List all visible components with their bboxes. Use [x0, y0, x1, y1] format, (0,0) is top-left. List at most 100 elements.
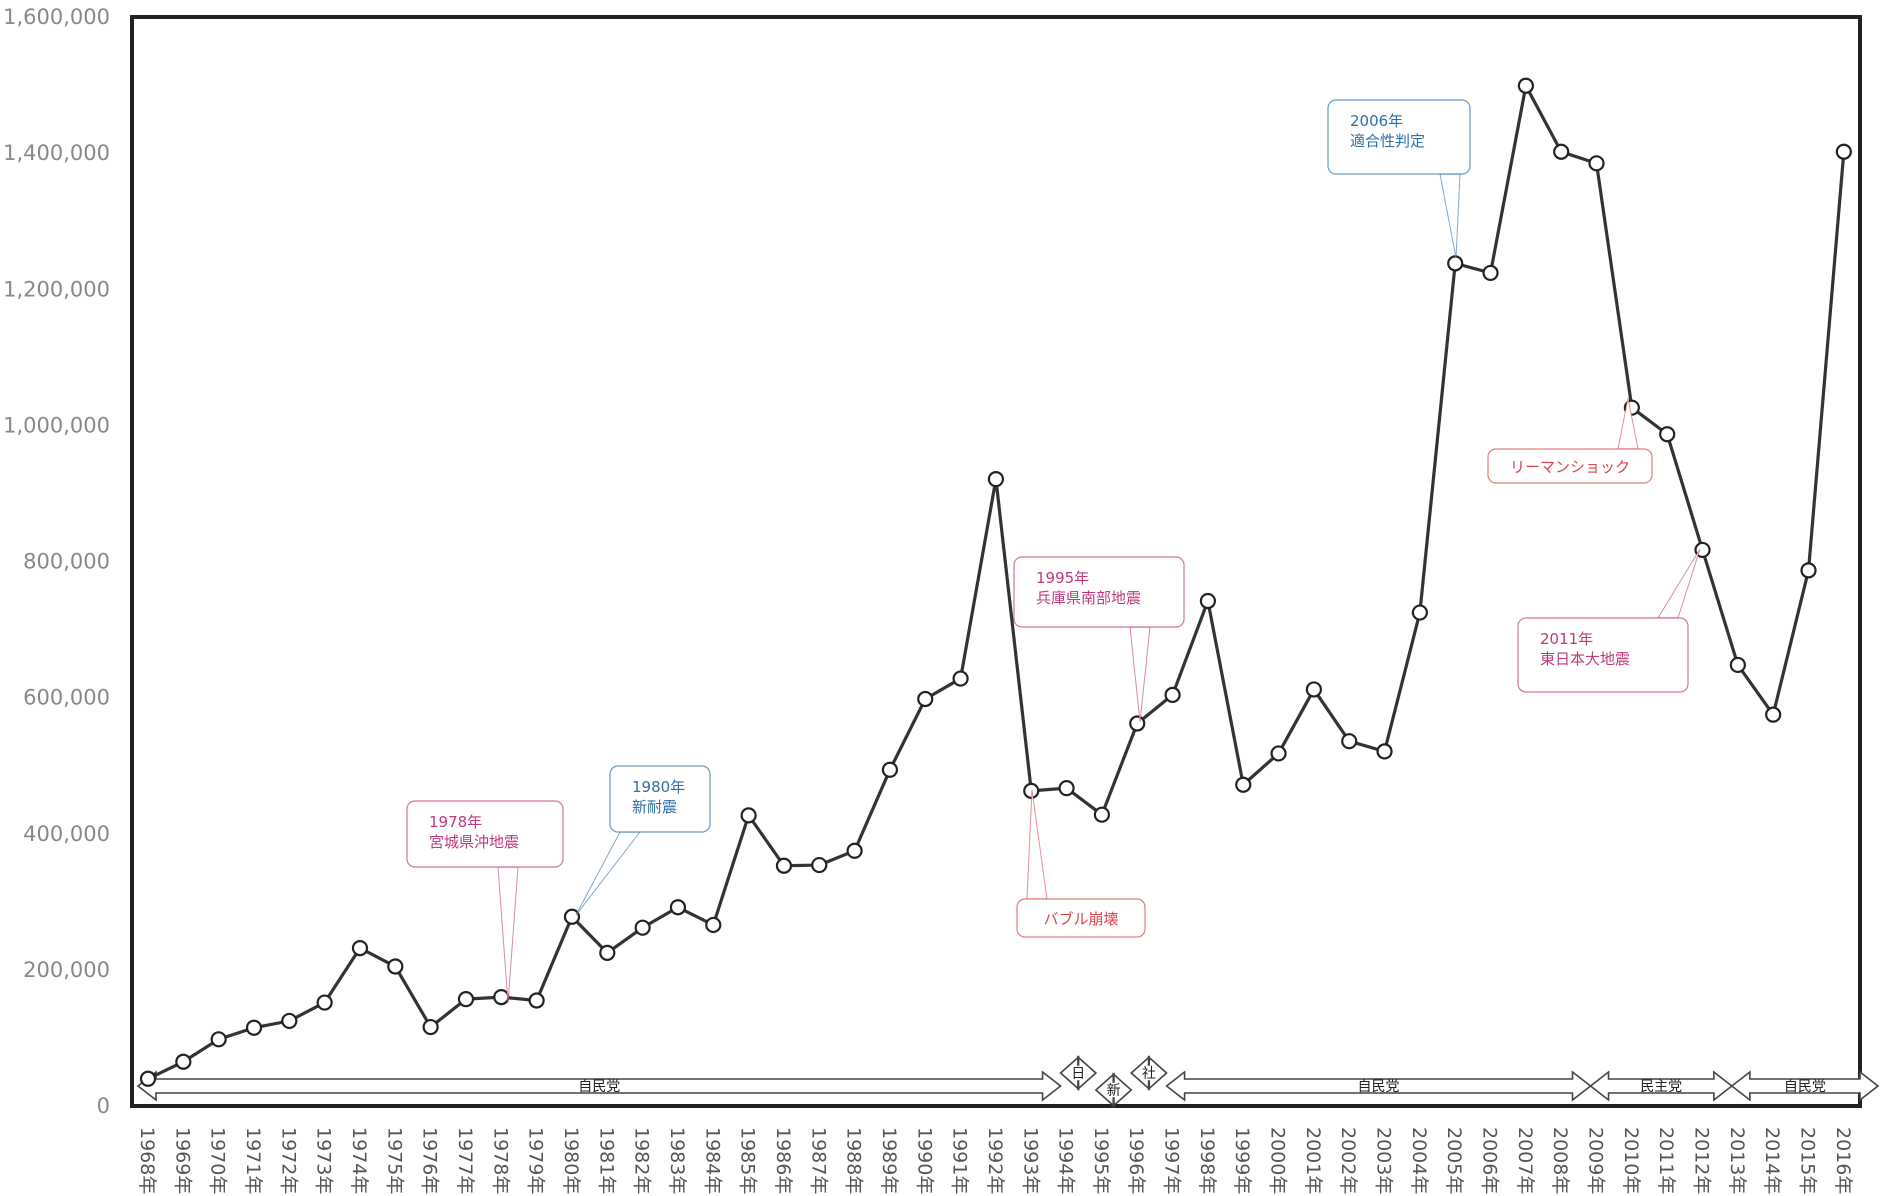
- callout-box: [1327, 99, 1471, 175]
- party-label: 新: [1107, 1083, 1121, 1099]
- data-point: [1835, 143, 1852, 160]
- data-point: [1411, 604, 1428, 621]
- data-point: [1129, 715, 1146, 732]
- data-point: [457, 991, 475, 1008]
- x-tick-label: 1971年: [242, 1127, 264, 1194]
- data-point: [1093, 806, 1111, 823]
- x-tick-label: 2009年: [1585, 1127, 1607, 1194]
- y-tick-label: 1,400,000: [3, 141, 110, 165]
- x-tick-label: 1979年: [525, 1127, 547, 1194]
- data-point: [1765, 706, 1782, 723]
- data-point: [1659, 426, 1676, 443]
- x-tick-label: 1999年: [1231, 1127, 1253, 1194]
- data-point: [634, 919, 651, 936]
- data-point: [316, 994, 333, 1011]
- x-tick-label: 1996年: [1125, 1127, 1147, 1194]
- party-label: 自民党: [1358, 1079, 1400, 1095]
- x-tick-label: 2008年: [1549, 1127, 1571, 1194]
- x-tick-label: 1984年: [701, 1127, 723, 1194]
- x-tick-label: 2000年: [1267, 1127, 1289, 1194]
- callout-box: [406, 800, 564, 868]
- annotation-text: 2006年: [1350, 112, 1403, 130]
- x-tick-label: 1968年: [136, 1127, 158, 1194]
- data-point: [881, 761, 899, 778]
- callout-pointer: [497, 866, 519, 1004]
- x-tick-label: 2016年: [1832, 1127, 1854, 1194]
- party-label: 自民党: [1784, 1079, 1826, 1095]
- x-tick-label: 1997年: [1161, 1127, 1183, 1194]
- data-point: [987, 471, 1005, 488]
- plot-frame: [130, 15, 1862, 1108]
- x-tick-label: 2015年: [1797, 1127, 1819, 1194]
- data-point: [952, 670, 969, 687]
- x-tick-label: 1988年: [843, 1127, 865, 1194]
- data-point: [1270, 745, 1287, 762]
- annotation-text: 2011年: [1540, 630, 1593, 648]
- callout-box: [1487, 448, 1653, 484]
- callout-pointer: [1657, 548, 1701, 619]
- data-point: [1482, 264, 1499, 282]
- annotation-text: リーマンショック: [1510, 458, 1630, 476]
- party-label: 自民党: [578, 1079, 620, 1095]
- x-tick-label: 1969年: [171, 1127, 193, 1194]
- x-tick-label: 1975年: [383, 1127, 405, 1194]
- x-tick-label: 1986年: [772, 1127, 794, 1194]
- party-arrow: [1730, 1070, 1880, 1102]
- data-point: [387, 958, 404, 975]
- annotation-text: 新耐震: [632, 798, 677, 816]
- data-point: [175, 1053, 192, 1070]
- party-arrow: [1094, 1072, 1133, 1108]
- x-tick-label: 1991年: [949, 1127, 971, 1194]
- data-point: [1199, 592, 1217, 610]
- y-tick-label: 600,000: [23, 686, 110, 710]
- x-tick-label: 1976年: [419, 1127, 441, 1194]
- data-point: [1588, 155, 1605, 172]
- data-point: [1058, 780, 1075, 797]
- x-tick-label: 1995年: [1090, 1127, 1112, 1194]
- data-point: [740, 807, 757, 824]
- y-tick-label: 800,000: [23, 550, 110, 574]
- x-tick-label: 1970年: [207, 1127, 229, 1194]
- x-tick-label: 1974年: [348, 1127, 370, 1194]
- party-arrow: [1130, 1055, 1168, 1091]
- party-label: 民主党: [1640, 1079, 1682, 1095]
- data-point: [1235, 776, 1252, 793]
- y-tick-label: 200,000: [23, 958, 110, 982]
- data-point: [1553, 143, 1570, 160]
- x-tick-label: 1977年: [454, 1127, 476, 1194]
- data-point: [1341, 733, 1358, 750]
- data-point: [1800, 562, 1817, 579]
- x-tick-label: 2013年: [1726, 1127, 1748, 1194]
- x-tick-label: 1993年: [1019, 1127, 1041, 1194]
- x-tick-label: 2004年: [1408, 1127, 1430, 1194]
- x-tick-label: 2007年: [1514, 1127, 1536, 1194]
- x-tick-label: 1998年: [1196, 1127, 1218, 1194]
- annotation-text: 1995年: [1036, 569, 1089, 587]
- annotation-text: 兵庫県南部地震: [1036, 589, 1141, 607]
- annotation-text: 東日本大地震: [1540, 650, 1630, 668]
- x-tick-label: 1972年: [277, 1127, 299, 1194]
- x-tick-label: 1973年: [313, 1127, 335, 1194]
- annotation-text: 宮城県沖地震: [429, 833, 519, 851]
- data-point: [599, 944, 616, 961]
- annotation-text: 適合性判定: [1350, 132, 1425, 150]
- data-point: [245, 1019, 263, 1036]
- y-tick-label: 1,000,000: [3, 413, 110, 437]
- callout-box: [609, 765, 711, 833]
- x-tick-label: 1980年: [560, 1127, 582, 1194]
- data-point: [1376, 743, 1393, 760]
- data-point: [917, 690, 934, 708]
- callout-pointer: [575, 831, 642, 916]
- data-point: [528, 992, 545, 1009]
- x-tick-label: 2006年: [1479, 1127, 1501, 1194]
- data-point: [1517, 77, 1534, 94]
- data-point: [846, 842, 863, 859]
- callout-box: [1013, 556, 1185, 628]
- data-point: [1305, 681, 1322, 698]
- callout-pointer: [1026, 789, 1048, 900]
- y-tick-label: 1,600,000: [3, 5, 110, 29]
- callout-box: [1016, 898, 1146, 938]
- x-tick-label: 2011年: [1655, 1127, 1677, 1194]
- data-point: [563, 908, 581, 925]
